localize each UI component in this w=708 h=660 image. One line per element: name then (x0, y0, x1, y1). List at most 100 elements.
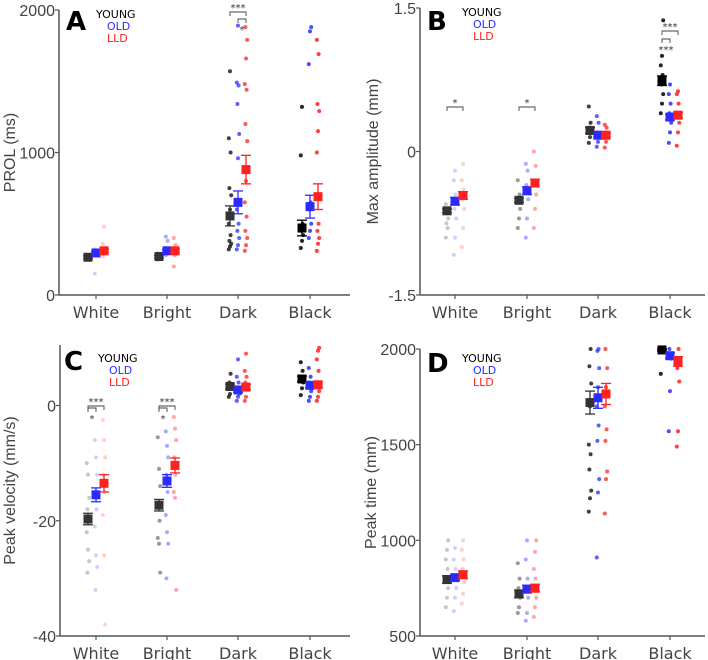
data-point-old (668, 130, 672, 135)
significance-label: *** (160, 397, 175, 408)
data-point-old (669, 120, 674, 125)
data-point-old (452, 206, 457, 211)
data-point-young (87, 495, 92, 500)
data-point-lld (462, 206, 467, 211)
data-point-lld (244, 214, 249, 219)
mean-marker-young (225, 211, 235, 221)
mean-marker-young (514, 195, 524, 205)
mean-marker-old (593, 393, 603, 403)
mean-marker-lld (458, 570, 468, 580)
data-point-lld (103, 622, 108, 627)
data-point-lld (604, 477, 608, 482)
data-point-lld (314, 398, 319, 403)
x-tick-label: Bright (503, 303, 552, 322)
data-point-old (234, 374, 239, 379)
mean-marker-old (665, 112, 675, 122)
data-point-young (155, 435, 160, 440)
data-point-old (666, 92, 671, 97)
mean-marker-young (297, 223, 307, 233)
legend-lld: LLD (473, 376, 494, 389)
mean-marker-young (297, 374, 307, 384)
x-tick-label: Bright (143, 644, 192, 660)
data-point-old (95, 564, 100, 569)
data-point-old (236, 156, 240, 161)
legend-lld: LLD (473, 30, 494, 43)
data-point-old (234, 398, 239, 403)
data-point-young (445, 226, 450, 231)
data-point-young (517, 605, 521, 610)
mean-marker-lld (313, 380, 323, 390)
y-tick-label: 0 (46, 288, 55, 305)
data-point-lld (171, 489, 176, 494)
data-point-old (453, 595, 457, 600)
data-point-young (86, 472, 90, 477)
data-point-young (445, 595, 449, 600)
data-point-lld (602, 404, 607, 409)
mean-marker-lld (241, 382, 251, 392)
data-point-lld (242, 368, 247, 373)
data-point-old (165, 530, 169, 535)
data-point-old (597, 366, 602, 371)
data-point-lld (603, 438, 608, 443)
data-point-lld (171, 264, 176, 269)
x-tick-label: White (73, 644, 120, 660)
data-point-lld (531, 226, 536, 231)
data-point-old (594, 555, 599, 560)
data-point-young (298, 153, 303, 158)
legend-young: YOUNG (95, 8, 136, 21)
data-point-old (668, 389, 672, 394)
data-point-lld (171, 236, 176, 240)
data-point-young (517, 216, 521, 221)
mean-marker-old (665, 351, 675, 361)
data-point-old (163, 234, 168, 239)
data-point-lld (676, 101, 681, 106)
y-tick-label: -20 (33, 514, 56, 531)
significance-label: *** (659, 45, 674, 56)
legend-old: OLD (473, 18, 496, 31)
legend-young: YOUNG (461, 6, 502, 19)
x-tick-label: White (432, 644, 479, 660)
data-point-lld (533, 576, 538, 581)
data-point-lld (244, 87, 249, 92)
data-point-lld (531, 614, 536, 619)
mean-marker-old (450, 196, 460, 206)
data-point-young (298, 245, 303, 250)
data-point-old (596, 423, 601, 428)
data-point-lld (461, 161, 465, 166)
data-point-lld (533, 549, 537, 554)
significance-label: * (240, 25, 245, 36)
data-point-lld (533, 163, 538, 168)
data-point-old (451, 557, 456, 562)
data-point-lld (462, 580, 467, 585)
data-point-young (658, 63, 663, 68)
mean-marker-old (162, 246, 172, 256)
data-point-old (236, 83, 241, 88)
data-point-old (309, 221, 314, 226)
x-tick-label: Black (648, 303, 692, 322)
data-point-young (87, 559, 92, 564)
data-point-lld (103, 455, 108, 460)
data-point-old (94, 455, 98, 460)
y-tick-label: 1000 (19, 146, 55, 163)
data-point-lld (244, 374, 249, 379)
panel-letter: D (427, 349, 449, 379)
data-point-young (229, 241, 234, 246)
data-point-lld (174, 438, 179, 443)
x-tick-label: Black (288, 644, 332, 660)
mean-marker-young (657, 76, 667, 86)
mean-marker-young (585, 398, 595, 408)
mean-marker-old (162, 476, 172, 486)
data-point-lld (676, 429, 680, 434)
data-point-lld (316, 129, 320, 134)
data-point-young (586, 442, 591, 447)
data-point-young (155, 536, 160, 541)
panel-letter: C (64, 347, 83, 377)
x-tick-label: Black (288, 303, 332, 322)
data-point-lld (244, 56, 248, 61)
data-point-lld (173, 472, 178, 477)
data-point-lld (605, 469, 610, 474)
data-point-lld (244, 243, 248, 248)
data-point-young (515, 226, 520, 231)
data-point-old (453, 545, 457, 550)
data-point-young (588, 120, 593, 125)
